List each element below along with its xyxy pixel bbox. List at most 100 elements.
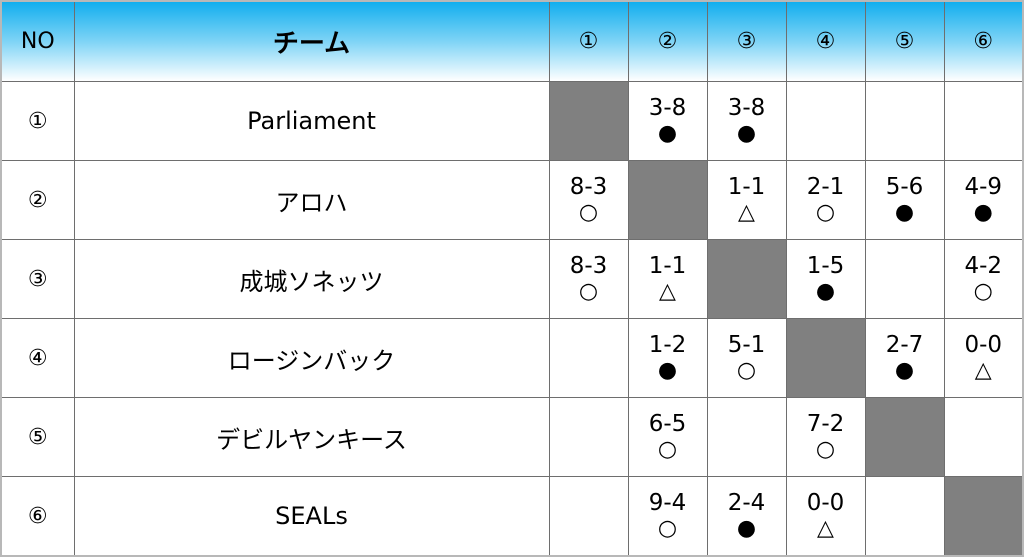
- empty-cell: [706, 397, 787, 477]
- result-cell: 6-5 ○: [627, 397, 708, 477]
- result-mark-icon: ○: [578, 200, 599, 225]
- empty-cell: [864, 239, 945, 319]
- result-cell: 1-1 △: [706, 160, 787, 240]
- empty-cell: [548, 476, 629, 557]
- result-cell: 8-3 ○: [548, 239, 629, 319]
- score: 1-5: [806, 253, 845, 279]
- result-mark-icon: ○: [578, 279, 599, 304]
- table-row: ② アロハ 8-3 ○ 1-1 △ 2-1 ○ 5-6 ● 4-9 ●: [0, 160, 1024, 240]
- header-opponent-1: ①: [548, 0, 629, 82]
- empty-cell: [943, 397, 1024, 477]
- result-cell: 0-0 △: [943, 318, 1024, 398]
- result-cell: 2-7 ●: [864, 318, 945, 398]
- row-number: ②: [0, 160, 75, 240]
- score: 2-7: [885, 332, 924, 358]
- header-opponent-4: ④: [785, 0, 866, 82]
- result-mark-icon: △: [738, 200, 755, 225]
- result-mark-icon: ●: [657, 358, 678, 383]
- result-cell: 2-1 ○: [785, 160, 866, 240]
- result-cell: 1-1 △: [627, 239, 708, 319]
- result-cell: 7-2 ○: [785, 397, 866, 477]
- team-name: Parliament: [73, 81, 550, 161]
- self-match-cell: [548, 81, 629, 161]
- result-mark-icon: ○: [815, 200, 836, 225]
- result-mark-icon: △: [974, 358, 992, 383]
- score: 8-3: [569, 253, 608, 279]
- result-mark-icon: ●: [894, 200, 915, 225]
- result-mark-icon: △: [659, 279, 676, 304]
- result-cell: 0-0 △: [785, 476, 866, 557]
- table-row: ③ 成城ソネッツ 8-3 ○ 1-1 △ 1-5 ● 4-2 ○: [0, 239, 1024, 319]
- self-match-cell: [943, 476, 1024, 557]
- result-cell: 1-5 ●: [785, 239, 866, 319]
- header-opponent-3: ③: [706, 0, 787, 82]
- score: 3-8: [648, 95, 687, 121]
- result-cell: 3-8 ●: [627, 81, 708, 161]
- table-row: ① Parliament 3-8 ● 3-8 ●: [0, 81, 1024, 161]
- score: 4-2: [964, 253, 1003, 279]
- result-cell: 4-9 ●: [943, 160, 1024, 240]
- score: 8-3: [569, 174, 608, 200]
- result-mark-icon: ●: [736, 516, 757, 541]
- row-number: ⑥: [0, 476, 75, 557]
- result-cell: 9-4 ○: [627, 476, 708, 557]
- result-mark-icon: ●: [973, 200, 993, 225]
- score: 0-0: [964, 332, 1003, 358]
- score: 4-9: [964, 174, 1003, 200]
- header-opponent-5: ⑤: [864, 0, 945, 82]
- result-mark-icon: ○: [973, 279, 993, 304]
- score: 2-1: [806, 174, 845, 200]
- self-match-cell: [627, 160, 708, 240]
- result-cell: 2-4 ●: [706, 476, 787, 557]
- result-mark-icon: ●: [657, 121, 678, 146]
- score: 1-1: [727, 174, 766, 200]
- team-name: アロハ: [73, 160, 550, 240]
- score: 5-6: [885, 174, 924, 200]
- score: 0-0: [806, 490, 845, 516]
- result-mark-icon: ●: [894, 358, 915, 383]
- self-match-cell: [864, 397, 945, 477]
- empty-cell: [864, 81, 945, 161]
- table-row: ⑥ SEALs 9-4 ○ 2-4 ● 0-0 △: [0, 476, 1024, 557]
- row-number: ③: [0, 239, 75, 319]
- team-name: 成城ソネッツ: [73, 239, 550, 319]
- team-name: デビルヤンキース: [73, 397, 550, 477]
- result-cell: 5-1 ○: [706, 318, 787, 398]
- table-row: ⑤ デビルヤンキース 6-5 ○ 7-2 ○: [0, 397, 1024, 477]
- score: 2-4: [727, 490, 766, 516]
- empty-cell: [943, 81, 1024, 161]
- team-name: ロージンバック: [73, 318, 550, 398]
- row-number: ⑤: [0, 397, 75, 477]
- score: 1-1: [648, 253, 687, 279]
- row-number: ①: [0, 81, 75, 161]
- result-cell: 8-3 ○: [548, 160, 629, 240]
- score: 9-4: [648, 490, 687, 516]
- empty-cell: [548, 397, 629, 477]
- result-cell: 1-2 ●: [627, 318, 708, 398]
- header-no: NO: [0, 0, 75, 82]
- self-match-cell: [785, 318, 866, 398]
- result-mark-icon: ○: [736, 358, 757, 383]
- result-cell: 5-6 ●: [864, 160, 945, 240]
- team-name: SEALs: [73, 476, 550, 557]
- score: 3-8: [727, 95, 766, 121]
- empty-cell: [785, 81, 866, 161]
- row-number: ④: [0, 318, 75, 398]
- self-match-cell: [706, 239, 787, 319]
- header-opponent-6: ⑥: [943, 0, 1024, 82]
- result-mark-icon: △: [817, 516, 834, 541]
- empty-cell: [864, 476, 945, 557]
- score: 6-5: [648, 411, 687, 437]
- header-opponent-2: ②: [627, 0, 708, 82]
- result-cell: 4-2 ○: [943, 239, 1024, 319]
- result-mark-icon: ○: [815, 437, 836, 462]
- table-row: ④ ロージンバック 1-2 ● 5-1 ○ 2-7 ● 0-0 △: [0, 318, 1024, 398]
- score: 7-2: [806, 411, 845, 437]
- score: 1-2: [648, 332, 687, 358]
- result-mark-icon: ●: [736, 121, 757, 146]
- result-mark-icon: ●: [815, 279, 836, 304]
- result-mark-icon: ○: [657, 437, 678, 462]
- empty-cell: [548, 318, 629, 398]
- score: 5-1: [727, 332, 766, 358]
